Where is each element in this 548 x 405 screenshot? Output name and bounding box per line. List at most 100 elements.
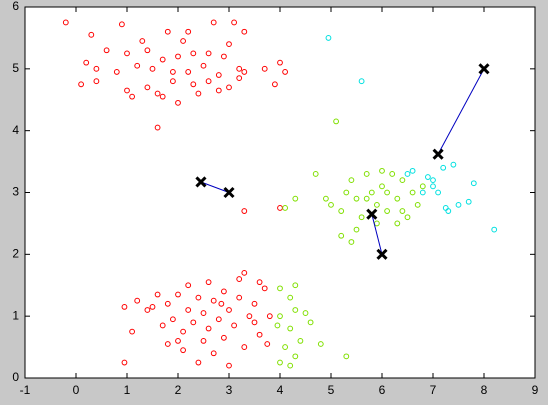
data-point bbox=[419, 183, 426, 190]
data-point bbox=[210, 19, 217, 26]
data-point bbox=[180, 38, 187, 44]
data-point bbox=[394, 195, 401, 202]
data-point bbox=[170, 316, 176, 323]
data-point bbox=[144, 47, 151, 54]
data-point bbox=[226, 307, 232, 313]
data-point bbox=[256, 331, 263, 338]
data-point bbox=[164, 341, 171, 347]
centroid-marker bbox=[376, 248, 388, 260]
data-point bbox=[246, 313, 253, 320]
data-point bbox=[241, 28, 248, 35]
data-point bbox=[399, 208, 406, 214]
data-point bbox=[154, 291, 161, 298]
data-point bbox=[491, 226, 498, 233]
data-point bbox=[180, 328, 187, 335]
y-tick-label: 0 bbox=[12, 370, 19, 384]
data-point bbox=[221, 53, 227, 60]
data-point bbox=[190, 50, 197, 57]
data-point bbox=[226, 362, 232, 369]
data-point bbox=[312, 171, 319, 177]
y-tick-label: 3 bbox=[12, 185, 19, 199]
data-point bbox=[251, 319, 258, 326]
data-point bbox=[266, 313, 273, 320]
data-point bbox=[317, 341, 324, 347]
centroid-marker bbox=[432, 148, 444, 160]
data-point bbox=[83, 59, 90, 66]
data-point bbox=[185, 69, 192, 75]
data-point bbox=[384, 208, 391, 214]
data-point bbox=[404, 171, 411, 177]
data-point bbox=[430, 177, 436, 184]
centroid-path bbox=[200, 181, 230, 193]
data-point bbox=[205, 78, 212, 85]
data-point bbox=[409, 189, 416, 196]
data-point bbox=[353, 226, 360, 233]
data-point bbox=[221, 334, 227, 341]
data-point bbox=[144, 84, 151, 91]
centroid-path bbox=[437, 68, 485, 155]
data-point bbox=[389, 171, 396, 177]
y-tick-label: 4 bbox=[12, 123, 19, 137]
x-tick-label: 9 bbox=[532, 383, 539, 397]
data-point bbox=[455, 201, 462, 208]
data-point bbox=[93, 78, 100, 85]
data-point bbox=[343, 353, 350, 360]
data-point bbox=[154, 124, 161, 131]
data-point bbox=[307, 319, 314, 326]
data-point bbox=[200, 310, 207, 316]
data-point bbox=[277, 285, 283, 292]
data-point bbox=[399, 177, 406, 184]
data-point bbox=[226, 84, 232, 91]
data-point bbox=[185, 282, 192, 289]
data-point bbox=[419, 189, 426, 196]
data-point bbox=[215, 72, 222, 78]
data-point bbox=[256, 279, 263, 286]
data-point bbox=[425, 174, 431, 180]
data-point bbox=[450, 161, 457, 168]
centroid-marker bbox=[223, 186, 235, 199]
data-point bbox=[231, 322, 238, 329]
data-point bbox=[440, 164, 447, 171]
data-point bbox=[274, 322, 281, 329]
data-point bbox=[190, 81, 197, 88]
data-point bbox=[185, 307, 192, 313]
data-point bbox=[264, 341, 271, 347]
data-point bbox=[379, 167, 385, 174]
data-point bbox=[277, 313, 283, 320]
x-tick-label: -1 bbox=[20, 383, 31, 397]
data-point bbox=[124, 50, 130, 57]
y-tick-label: 6 bbox=[12, 0, 19, 13]
data-point bbox=[292, 195, 299, 202]
centroid-path bbox=[371, 214, 383, 255]
x-tick-label: 4 bbox=[277, 383, 284, 397]
data-point bbox=[470, 180, 477, 187]
data-point bbox=[236, 276, 243, 282]
data-point bbox=[159, 322, 166, 329]
data-point bbox=[430, 183, 436, 190]
x-tick-label: 2 bbox=[175, 383, 182, 397]
data-point bbox=[236, 65, 243, 72]
data-point bbox=[113, 69, 120, 75]
x-tick-label: 5 bbox=[328, 383, 335, 397]
data-point bbox=[200, 338, 207, 344]
data-point bbox=[149, 65, 156, 72]
x-tick-label: 7 bbox=[430, 383, 437, 397]
data-point bbox=[277, 359, 283, 366]
data-point bbox=[170, 69, 176, 75]
data-point bbox=[205, 325, 212, 332]
data-point bbox=[251, 300, 258, 307]
data-point bbox=[124, 87, 130, 94]
data-point bbox=[465, 198, 472, 205]
data-point bbox=[358, 214, 365, 221]
data-point bbox=[159, 93, 166, 100]
data-point bbox=[236, 294, 243, 301]
x-tick-label: 6 bbox=[379, 383, 386, 397]
x-tick-label: 8 bbox=[481, 383, 488, 397]
data-point bbox=[175, 99, 181, 106]
data-point bbox=[282, 344, 289, 350]
data-point bbox=[445, 208, 452, 214]
data-point bbox=[287, 294, 294, 301]
data-point bbox=[282, 205, 289, 211]
data-point bbox=[175, 338, 181, 344]
data-point bbox=[205, 279, 212, 286]
